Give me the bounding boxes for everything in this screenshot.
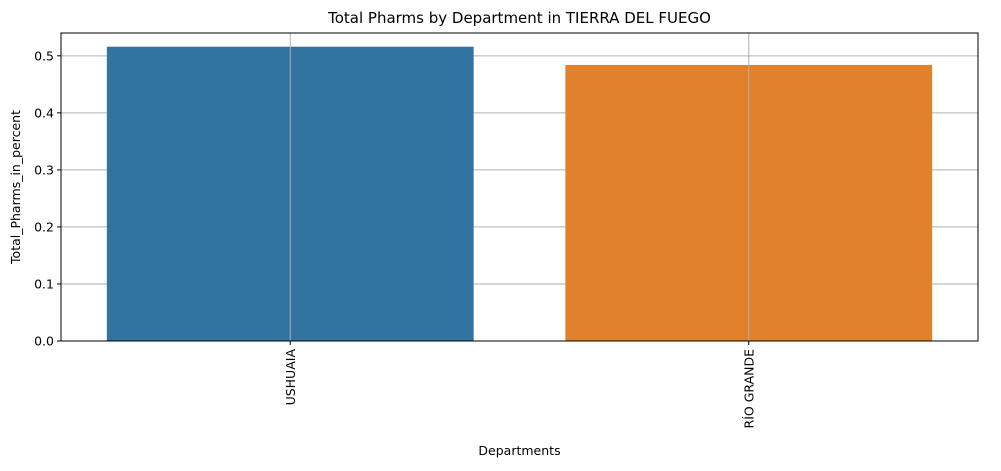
- x-tick-label: USHUAIA: [283, 349, 298, 406]
- x-ticks-layer: USHUAIA RÍO GRANDE: [283, 341, 756, 429]
- plot-frame: [60, 32, 979, 342]
- y-axis-label: Total_Pharms_in_percent: [8, 110, 23, 265]
- y-tick-label: 0.5: [34, 48, 54, 63]
- y-tick-label: 0.4: [34, 105, 54, 120]
- x-axis-label: Departments: [478, 443, 560, 458]
- x-tick-label: RÍO GRANDE: [741, 349, 756, 429]
- chart-title: Total Pharms by Department in TIERRA DEL…: [327, 9, 711, 27]
- y-tick-label: 0.1: [34, 276, 54, 291]
- y-tick-label: 0.0: [34, 334, 54, 349]
- y-tick-label: 0.3: [34, 162, 54, 177]
- y-tick-label: 0.2: [34, 219, 54, 234]
- vertical-grid-layer: [289, 33, 750, 341]
- y-ticks-layer: 0.0 0.1 0.2 0.3 0.4 0.5: [34, 48, 61, 349]
